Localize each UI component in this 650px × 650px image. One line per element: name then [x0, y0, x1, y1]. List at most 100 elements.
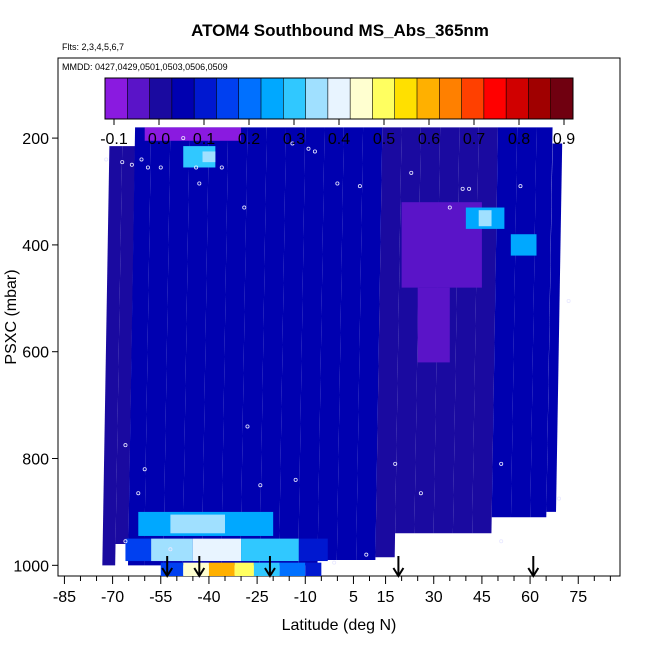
feature-cell [202, 151, 216, 163]
sample-point [139, 157, 144, 162]
sample-point [447, 205, 452, 210]
colorbar-cell [149, 78, 173, 119]
profile-column [102, 146, 123, 566]
colorbar-cell [216, 78, 240, 119]
profile-column [298, 127, 325, 566]
sample-point [129, 162, 134, 167]
drop-arrow [193, 556, 206, 578]
profile-column [530, 127, 553, 518]
sample-point [566, 298, 571, 303]
profile-column [221, 127, 248, 566]
profile-column [163, 127, 190, 566]
drop-arrows [161, 556, 540, 578]
feature-cell [417, 287, 450, 363]
y-tick-label: 1000 [13, 558, 49, 575]
sample-point [418, 491, 423, 496]
colorbar-cell [506, 78, 529, 119]
colorbar-cell [327, 78, 351, 119]
profile-column [336, 127, 364, 560]
heatmap-layer [102, 127, 563, 566]
y-axis-title: PSXC (mbar) [3, 269, 20, 364]
x-tick-label: 15 [377, 589, 395, 606]
profile-column [317, 127, 344, 560]
y-tick-label: 200 [22, 131, 49, 148]
profile-column [240, 127, 267, 566]
profile-column [510, 127, 537, 518]
drop-arrow [392, 556, 405, 578]
sample-point [123, 539, 128, 544]
sample-point [142, 467, 147, 472]
feature-cell [478, 210, 492, 227]
sample-point [120, 160, 125, 165]
profile-column [115, 146, 136, 544]
profile-column [546, 143, 563, 512]
colorbar-tick-label: 0.5 [373, 131, 395, 148]
feature-cell [510, 234, 537, 256]
colorbar-cell [261, 78, 284, 119]
x-tick-label: -10 [294, 589, 317, 606]
sample-point [306, 146, 311, 151]
profile-column [144, 127, 171, 566]
feature-cell [305, 562, 322, 576]
x-tick-label: 75 [569, 589, 587, 606]
sample-point [258, 483, 263, 488]
colorbar-cell [372, 78, 396, 119]
x-tick-label: -25 [246, 589, 269, 606]
sample-point [219, 165, 224, 170]
colorbar-cell [105, 78, 128, 119]
profile-column [259, 127, 287, 566]
sample-point [312, 149, 317, 154]
sample-point [158, 165, 163, 170]
drop-arrow [161, 556, 174, 578]
x-axis-title: Latitude (deg N) [282, 617, 397, 634]
x-tick-label: -55 [149, 589, 172, 606]
x-axis: -85 -70 -55 -40 -25 -10 5 15 30 45 60 75 [53, 576, 611, 606]
colorbar-tick-label: 0.7 [463, 131, 485, 148]
profile-column [356, 127, 383, 560]
drop-arrow [527, 556, 540, 578]
colorbar-cell [528, 78, 552, 119]
sample-point [335, 181, 340, 186]
colorbar-tick-label: 0.6 [418, 131, 440, 148]
sample-point [357, 184, 362, 189]
chart-title: ATOM4 Southbound MS_Abs_365nm [191, 21, 489, 40]
sample-point [556, 496, 561, 501]
y-tick-label: 800 [22, 452, 49, 469]
y-tick-label: 600 [22, 345, 49, 362]
feature-cell [279, 562, 306, 576]
colorbar-tick-label: 0.8 [508, 131, 530, 148]
profile-column [128, 127, 152, 566]
sample-point [290, 141, 295, 146]
colorbar-cell [305, 78, 329, 119]
feature-layer [125, 127, 537, 576]
colorbar-tick-label: 0.2 [238, 131, 260, 148]
sample-point [332, 560, 337, 565]
y-axis: 200 400 600 800 1000 [13, 131, 58, 575]
plot-frame [57, 57, 621, 577]
feature-cell [125, 538, 152, 562]
colorbar-tick-label: 0.0 [148, 131, 170, 148]
colorbar-cell [238, 78, 262, 119]
sample-point [194, 165, 199, 170]
dates-note: MMDD: 0427,0429,0501,0503,0506,0509 [62, 62, 228, 72]
flights-note: Flts: 2,3,4,5,6,7 [62, 42, 124, 52]
sample-point [181, 136, 186, 141]
sample-point [168, 547, 173, 552]
profile-column [182, 127, 209, 566]
colorbar-tick-label: 0.1 [193, 131, 215, 148]
profile-column [201, 127, 229, 566]
colorbar-cell [171, 78, 195, 119]
colorbar-tick-label: 0.9 [553, 131, 575, 148]
colorbar-tick-label: 0.3 [283, 131, 305, 148]
sample-point [467, 186, 472, 191]
feature-cell [241, 538, 299, 562]
sample-point [553, 133, 558, 138]
colorbar-ticks: -0.1 0.0 0.1 0.2 0.3 0.4 0.5 0.6 0.7 0.8 0.9 [100, 119, 575, 148]
y-tick-label: 400 [22, 238, 49, 255]
sample-point [245, 424, 250, 429]
feature-cell [192, 538, 242, 562]
feature-cell [298, 538, 328, 562]
sample-points [104, 133, 571, 565]
colorbar-cell [461, 78, 485, 119]
